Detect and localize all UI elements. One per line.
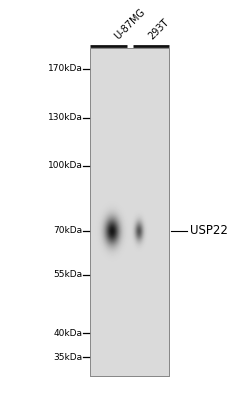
Text: 293T: 293T: [147, 17, 171, 42]
Text: 40kDa: 40kDa: [53, 328, 82, 338]
Text: USP22: USP22: [190, 224, 228, 237]
Text: 35kDa: 35kDa: [53, 353, 82, 362]
Text: 70kDa: 70kDa: [53, 226, 82, 235]
Text: 100kDa: 100kDa: [47, 161, 82, 170]
Bar: [90, 48, 169, 376]
Text: 55kDa: 55kDa: [53, 270, 82, 280]
Bar: [90, 48, 169, 376]
Text: U-87MG: U-87MG: [112, 7, 147, 42]
Text: 170kDa: 170kDa: [47, 64, 82, 73]
Text: 130kDa: 130kDa: [47, 113, 82, 122]
